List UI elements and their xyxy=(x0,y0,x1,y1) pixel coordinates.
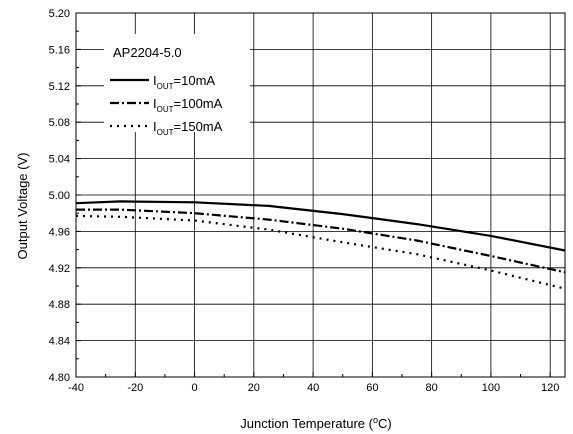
x-axis-label: Junction Temperature (oC) xyxy=(240,415,391,431)
x-tick-label: -40 xyxy=(68,382,84,394)
y-tick-label: 4.92 xyxy=(49,263,70,275)
ticks xyxy=(75,12,551,378)
legend-entry-10ma-main: I xyxy=(153,73,157,88)
x-tick-label: 80 xyxy=(426,382,438,394)
legend: AP2204-5.0 IOUT=10mA IOUT=100mA IOUT=150… xyxy=(104,34,250,137)
legend-entry-10ma: IOUT=10mA xyxy=(153,73,215,91)
x-tick-label: 0 xyxy=(191,382,197,394)
x-tick-label: 20 xyxy=(248,382,260,394)
legend-entry-100ma-tail: =100mA xyxy=(174,96,223,111)
legend-entry-150ma-sub: OUT xyxy=(157,128,174,137)
y-tick-label: 5.16 xyxy=(49,44,70,56)
x-axis-label-tail: C) xyxy=(378,416,392,431)
legend-entry-150ma-tail: =150mA xyxy=(174,119,223,134)
legend-title: AP2204-5.0 xyxy=(113,45,182,60)
legend-entry-100ma-sub: OUT xyxy=(157,105,174,114)
y-tick-label: 5.08 xyxy=(49,117,70,129)
y-tick-label: 4.88 xyxy=(49,299,70,311)
x-tick-label: -20 xyxy=(127,382,143,394)
y-tick-label: 5.20 xyxy=(49,8,70,20)
legend-entry-10ma-tail: =10mA xyxy=(174,73,216,88)
y-tick-label: 5.00 xyxy=(49,190,70,202)
x-axis-label-superscript: o xyxy=(373,415,378,425)
y-tick-label: 5.12 xyxy=(49,81,70,93)
series-line-100ma xyxy=(76,208,566,274)
x-tick-label: 40 xyxy=(307,382,319,394)
y-tick-label: 4.84 xyxy=(49,336,70,348)
x-axis-label-main: Junction Temperature ( xyxy=(240,416,373,431)
y-tick-label: 4.96 xyxy=(49,226,70,238)
legend-entry-10ma-sub: OUT xyxy=(157,82,174,91)
y-tick-label: 4.80 xyxy=(49,372,70,384)
x-tick-label: 120 xyxy=(541,382,559,394)
tick-labels: -40 -20 0 20 40 60 80 100 120 4.80 4.84 4.88 4.92 4.9… xyxy=(49,8,560,394)
legend-entry-150ma-main: I xyxy=(153,119,157,134)
y-tick-label: 5.04 xyxy=(49,154,70,166)
legend-entry-150ma: IOUT=150mA xyxy=(153,119,223,137)
legend-entry-100ma: IOUT=100mA xyxy=(153,96,223,114)
grid xyxy=(75,12,565,378)
y-axis-label: Output Voltage (V) xyxy=(15,153,30,260)
series-line-150ma xyxy=(75,214,566,290)
plot-lines xyxy=(75,200,566,290)
legend-box xyxy=(104,34,250,132)
x-tick-label: 60 xyxy=(366,382,378,394)
legend-entry-100ma-main: I xyxy=(153,96,157,111)
x-tick-label: 100 xyxy=(482,382,500,394)
series-line-10ma xyxy=(75,200,566,252)
